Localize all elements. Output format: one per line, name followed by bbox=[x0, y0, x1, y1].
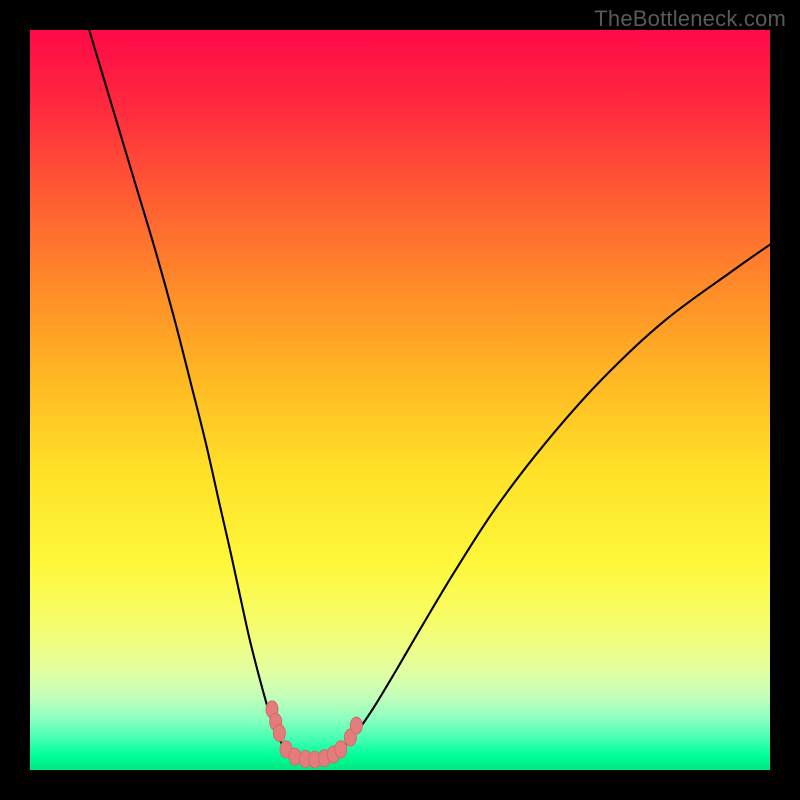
curve-marker bbox=[273, 725, 285, 742]
plot-area bbox=[30, 30, 770, 770]
chart-background bbox=[30, 30, 770, 770]
outer-frame: TheBottleneck.com bbox=[0, 0, 800, 800]
watermark-text: TheBottleneck.com bbox=[594, 6, 786, 32]
chart-svg bbox=[30, 30, 770, 770]
curve-marker bbox=[350, 717, 362, 734]
curve-marker bbox=[335, 741, 347, 758]
